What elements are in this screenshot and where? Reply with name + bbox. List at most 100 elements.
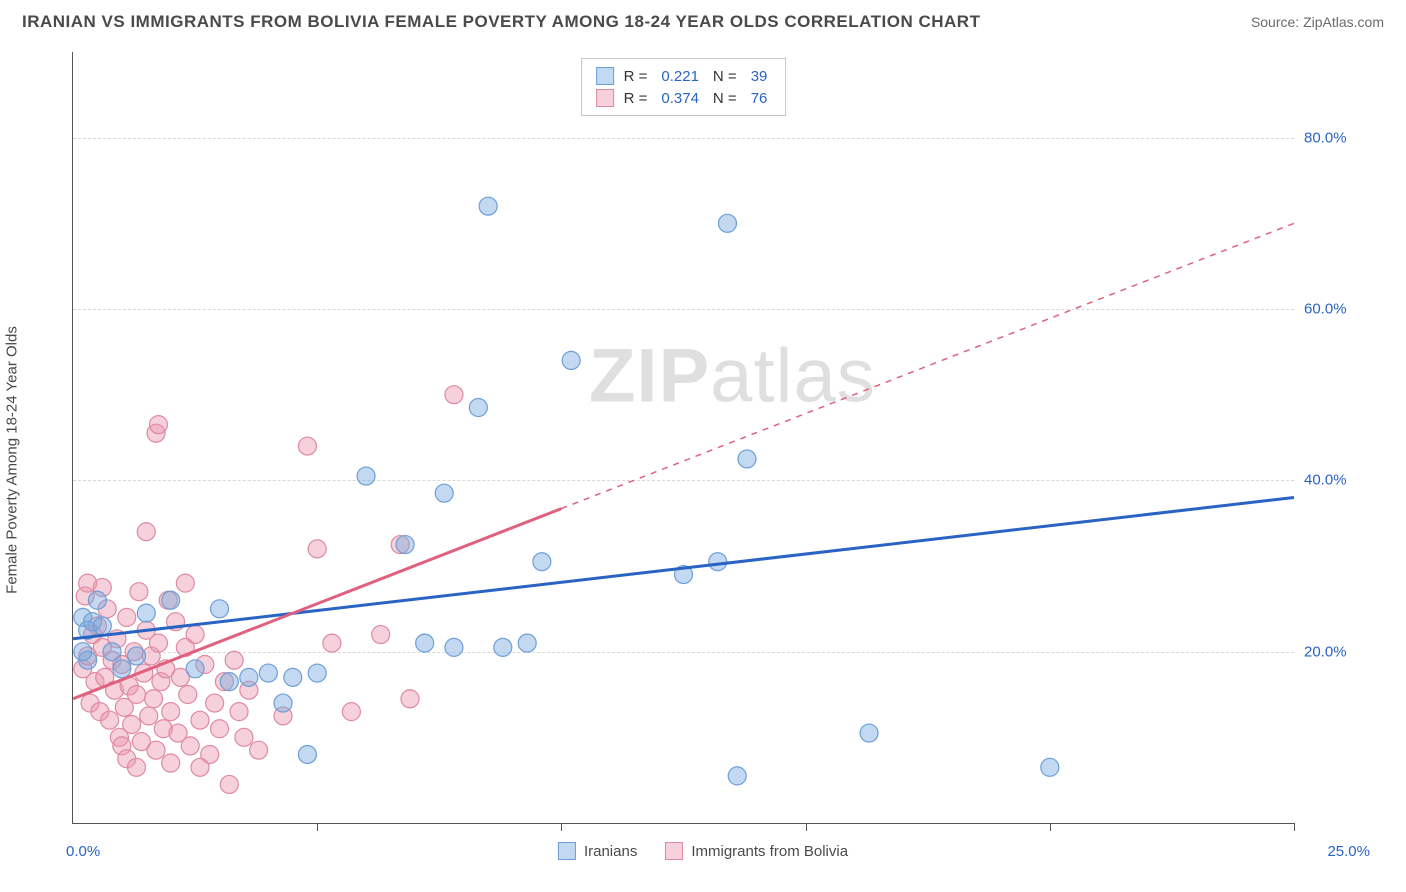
scatter-point [240,668,258,686]
legend-stats-row: R = 0.221 N = 39 [596,65,772,87]
scatter-point [93,617,111,635]
scatter-point [401,690,419,708]
legend-r-value-iranians: 0.221 [661,68,699,85]
x-tick [561,823,562,831]
scatter-point [181,737,199,755]
x-tick [806,823,807,831]
source-label: Source: ZipAtlas.com [1251,14,1384,30]
scatter-point [123,715,141,733]
scatter-point [225,651,243,669]
trend-line-dashed [561,223,1294,508]
scatter-point [298,745,316,763]
x-tick [1050,823,1051,831]
legend-r-value-bolivia: 0.374 [661,90,699,107]
legend-item-bolivia: Immigrants from Bolivia [665,842,848,860]
scatter-point [211,720,229,738]
scatter-point [101,711,119,729]
scatter-point [147,741,165,759]
legend-stats-row: R = 0.374 N = 76 [596,87,772,109]
scatter-point [118,608,136,626]
y-axis-label: Female Poverty Among 18-24 Year Olds [4,326,21,594]
scatter-point [191,758,209,776]
scatter-point [103,643,121,661]
scatter-point [206,694,224,712]
scatter-point [137,523,155,541]
legend-series: Iranians Immigrants from Bolivia [558,842,848,860]
x-axis-max-label: 25.0% [1327,843,1370,860]
scatter-point [709,553,727,571]
scatter-point [162,703,180,721]
scatter-point [445,638,463,656]
y-tick-label: 20.0% [1304,643,1376,660]
scatter-point [149,416,167,434]
legend-n-value-iranians: 39 [751,68,768,85]
scatter-point [220,673,238,691]
plot-area: ZIPatlas R = 0.221 N = 39 R = 0.374 N = … [72,52,1294,824]
scatter-point [74,643,92,661]
scatter-point [533,553,551,571]
scatter-point [435,484,453,502]
scatter-point [1041,758,1059,776]
scatter-point [88,591,106,609]
scatter-point [162,591,180,609]
scatter-point [323,634,341,652]
scatter-point [176,574,194,592]
scatter-point [562,351,580,369]
scatter-point [416,634,434,652]
legend-n-label: N = [713,90,737,107]
scatter-point [298,437,316,455]
scatter-point [372,626,390,644]
legend-r-label: R = [624,90,648,107]
legend-swatch-iranians [596,67,614,85]
scatter-point [728,767,746,785]
legend-n-label: N = [713,68,737,85]
scatter-point [274,694,292,712]
scatter-point [127,758,145,776]
scatter-point [284,668,302,686]
scatter-point [191,711,209,729]
scatter-point [342,703,360,721]
chart-container: Female Poverty Among 18-24 Year Olds ZIP… [22,46,1384,874]
legend-label-bolivia: Immigrants from Bolivia [691,843,848,860]
scatter-point [127,686,145,704]
scatter-point [145,690,163,708]
scatter-point [113,660,131,678]
scatter-point [179,686,197,704]
scatter-point [308,664,326,682]
legend-label-iranians: Iranians [584,843,637,860]
y-tick-label: 60.0% [1304,301,1376,318]
scatter-point [308,540,326,558]
scatter-point [479,197,497,215]
legend-swatch-bolivia [596,89,614,107]
scatter-point [738,450,756,468]
legend-swatch-iranians [558,842,576,860]
scatter-point [357,467,375,485]
scatter-point [469,399,487,417]
legend-stats: R = 0.221 N = 39 R = 0.374 N = 76 [581,58,787,116]
y-tick-label: 80.0% [1304,129,1376,146]
x-axis-min-label: 0.0% [66,843,100,860]
x-tick [1294,823,1295,831]
scatter-point [211,600,229,618]
scatter-point [230,703,248,721]
scatter-point [250,741,268,759]
scatter-point [235,728,253,746]
y-tick-label: 40.0% [1304,472,1376,489]
scatter-point [445,386,463,404]
x-tick [317,823,318,831]
scatter-point [130,583,148,601]
trend-line [73,497,1294,638]
scatter-point [140,707,158,725]
legend-item-iranians: Iranians [558,842,637,860]
scatter-point [186,660,204,678]
scatter-point [259,664,277,682]
scatter-point [137,604,155,622]
scatter-point [162,754,180,772]
scatter-point [220,775,238,793]
scatter-point [718,214,736,232]
scatter-point [518,634,536,652]
legend-swatch-bolivia [665,842,683,860]
scatter-point [149,634,167,652]
scatter-point [396,536,414,554]
legend-r-label: R = [624,68,648,85]
